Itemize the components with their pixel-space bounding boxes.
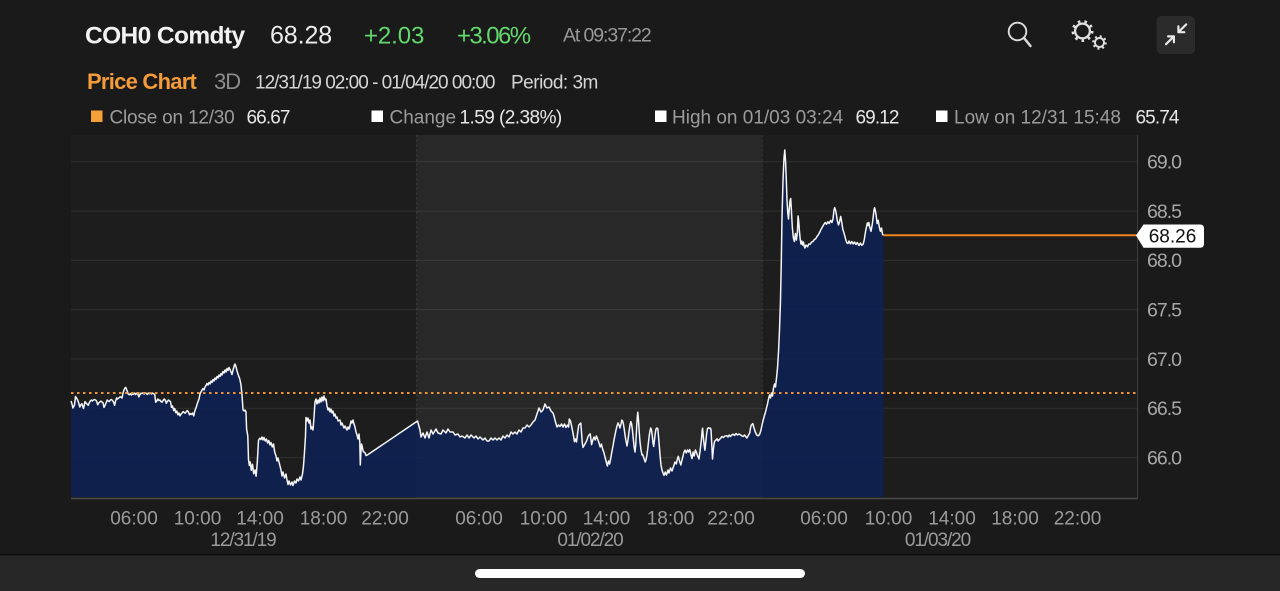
svg-text:06:00: 06:00 (800, 509, 848, 530)
svg-text:Low on 12/31 15:48: Low on 12/31 15:48 (954, 108, 1121, 129)
svg-text:69.0: 69.0 (1147, 152, 1182, 174)
svg-text:67.5: 67.5 (1147, 300, 1182, 322)
svg-text:Price Chart: Price Chart (87, 69, 198, 94)
svg-text:10:00: 10:00 (174, 509, 222, 530)
svg-text:68.5: 68.5 (1147, 201, 1182, 223)
svg-text:10:00: 10:00 (520, 509, 568, 530)
svg-text:12/31/19 02:00 - 01/04/20 00:0: 12/31/19 02:00 - 01/04/20 00:00 (255, 73, 495, 94)
svg-text:14:00: 14:00 (583, 509, 631, 530)
svg-text:18:00: 18:00 (647, 509, 695, 530)
svg-text:06:00: 06:00 (455, 509, 503, 530)
svg-text:66.5: 66.5 (1147, 398, 1182, 420)
svg-text:High on 01/03 03:24: High on 01/03 03:24 (672, 108, 844, 129)
svg-text:22:00: 22:00 (707, 509, 755, 530)
svg-text:+2.03: +2.03 (364, 23, 424, 50)
svg-text:12/31/19: 12/31/19 (210, 530, 276, 551)
svg-text:Change: Change (390, 108, 457, 129)
svg-text:67.0: 67.0 (1147, 349, 1182, 371)
svg-text:06:00: 06:00 (110, 509, 158, 530)
svg-text:At 09:37:22: At 09:37:22 (563, 25, 651, 47)
svg-text:1.59 (2.38%): 1.59 (2.38%) (460, 108, 562, 129)
svg-text:65.74: 65.74 (1136, 108, 1180, 129)
svg-text:COH0 Comdty: COH0 Comdty (85, 23, 245, 50)
svg-text:Close on 12/30: Close on 12/30 (110, 108, 235, 129)
svg-text:14:00: 14:00 (236, 509, 284, 530)
svg-text:10:00: 10:00 (865, 509, 913, 530)
svg-text:01/03/20: 01/03/20 (905, 530, 971, 551)
svg-text:68.26: 68.26 (1149, 227, 1197, 248)
svg-text:01/02/20: 01/02/20 (557, 530, 623, 551)
svg-text:Period: 3m: Period: 3m (511, 73, 598, 94)
svg-text:18:00: 18:00 (991, 509, 1039, 530)
svg-text:14:00: 14:00 (928, 509, 976, 530)
svg-text:18:00: 18:00 (300, 509, 348, 530)
svg-text:22:00: 22:00 (1054, 509, 1102, 530)
svg-text:22:00: 22:00 (361, 509, 409, 530)
svg-text:+3.06%: +3.06% (457, 23, 531, 50)
svg-text:69.12: 69.12 (856, 108, 899, 129)
svg-text:66.0: 66.0 (1147, 447, 1182, 469)
svg-text:68.0: 68.0 (1147, 250, 1182, 272)
svg-text:68.28: 68.28 (270, 22, 332, 50)
svg-text:3D: 3D (214, 69, 240, 94)
svg-text:66.67: 66.67 (247, 108, 290, 129)
